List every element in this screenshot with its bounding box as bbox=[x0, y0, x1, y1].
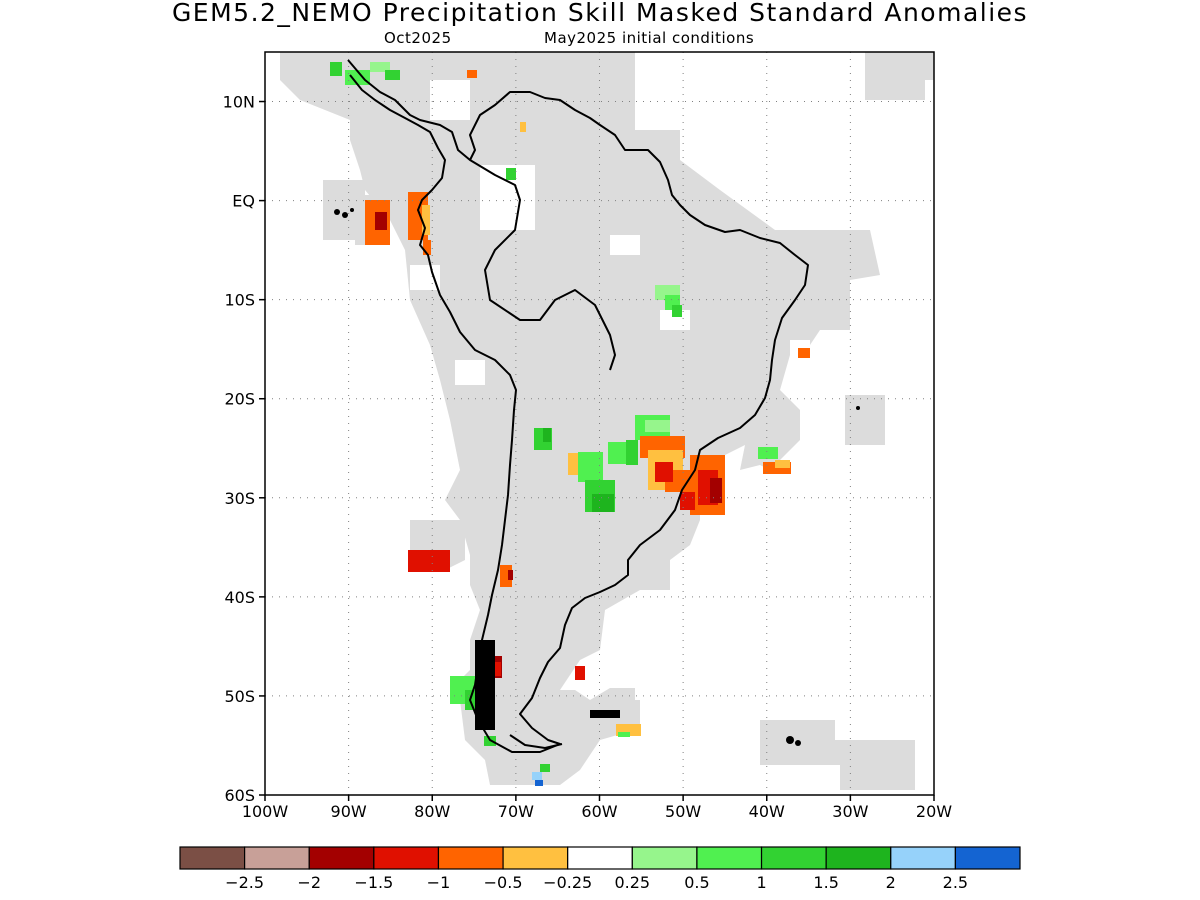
lon-tick-label: 70W bbox=[498, 802, 534, 821]
lon-tick-label: 90W bbox=[331, 802, 367, 821]
lon-tick-label: 80W bbox=[414, 802, 450, 821]
colorbar-label: 1 bbox=[756, 873, 766, 892]
colorbar-label: −1 bbox=[427, 873, 451, 892]
colorbar-label: 0.25 bbox=[614, 873, 650, 892]
colorbar-swatch bbox=[696, 846, 763, 870]
gridlines bbox=[265, 52, 934, 795]
anomaly-cell bbox=[423, 240, 431, 255]
lat-tick-label: 20S bbox=[224, 390, 255, 409]
colorbar-swatch bbox=[373, 846, 440, 870]
anomaly-cell bbox=[618, 732, 630, 737]
colorbar-swatch bbox=[308, 846, 375, 870]
anomaly-cell bbox=[375, 212, 387, 230]
anomaly-cell bbox=[798, 348, 810, 358]
anomaly-cell bbox=[330, 62, 342, 76]
mask-northeast-atlantic bbox=[865, 52, 934, 100]
anomaly-cells bbox=[330, 62, 810, 786]
colorbar-swatch bbox=[825, 846, 892, 870]
mask-south-atlantic-2 bbox=[760, 720, 915, 790]
anomaly-cell bbox=[467, 70, 477, 78]
anomaly-cell bbox=[345, 70, 370, 85]
mask-south-atlantic-1 bbox=[845, 395, 885, 445]
skill-mask-area bbox=[280, 52, 934, 790]
colorbar-label: 2 bbox=[886, 873, 896, 892]
colorbar-swatch bbox=[502, 846, 569, 870]
lat-tick-label: 60S bbox=[224, 786, 255, 805]
anomaly-cell bbox=[672, 305, 682, 317]
tierra-del-fuego bbox=[509, 734, 563, 749]
colorbar-swatch bbox=[890, 846, 956, 870]
lat-tick-label: EQ bbox=[232, 192, 255, 211]
lon-tick-label: 20W bbox=[916, 802, 952, 821]
colorbar-label: −0.25 bbox=[543, 873, 592, 892]
map-title: GEM5.2_NEMO Precipitation Skill Masked S… bbox=[171, 0, 1029, 27]
anomaly-cell bbox=[680, 492, 695, 510]
anomaly-cell bbox=[506, 168, 516, 180]
colorbar-swatch bbox=[179, 846, 246, 870]
colorbar-label: 2.5 bbox=[943, 873, 968, 892]
colorbar-swatch bbox=[567, 846, 633, 870]
anomaly-cell bbox=[540, 764, 550, 772]
country-borders bbox=[469, 159, 616, 371]
colorbar-swatch bbox=[244, 846, 310, 870]
anomaly-cell bbox=[543, 428, 551, 442]
colorbar-label: −0.5 bbox=[484, 873, 523, 892]
colorbar: −2.5 −2 −1.5 −1 −0.5 −0.25 0.25 0.5 1 1.5 2 2.5 bbox=[179, 846, 1021, 892]
forecast-month: Oct2025 bbox=[384, 29, 452, 47]
anomaly-cell bbox=[495, 662, 501, 676]
lat-tick-label: 30S bbox=[224, 489, 255, 508]
colorbar-swatch bbox=[437, 846, 504, 870]
lon-tick-label: 60W bbox=[581, 802, 617, 821]
anomaly-cell bbox=[575, 666, 585, 680]
colorbar-label: 0.5 bbox=[684, 873, 709, 892]
anomaly-cell bbox=[775, 460, 790, 468]
lon-tick-label: 100W bbox=[242, 802, 289, 821]
anomaly-cell bbox=[578, 452, 603, 482]
colorbar-swatch bbox=[631, 846, 698, 870]
anomaly-cell bbox=[758, 447, 778, 459]
mask-mainland bbox=[280, 52, 880, 785]
lat-tick-label: 40S bbox=[224, 588, 255, 607]
colorbar-label: −1.5 bbox=[354, 873, 393, 892]
anomaly-cell bbox=[592, 494, 614, 512]
lat-tick-label: 10N bbox=[223, 93, 255, 112]
anomaly-cell bbox=[412, 560, 442, 570]
colorbar-label: 1.5 bbox=[813, 873, 838, 892]
lat-tick-label: 50S bbox=[224, 687, 255, 706]
lon-tick-label: 50W bbox=[665, 802, 701, 821]
anomaly-cell bbox=[655, 462, 673, 482]
anomaly-cell bbox=[626, 440, 638, 465]
anomaly-cell bbox=[385, 70, 400, 80]
coastlines-and-borders bbox=[347, 59, 809, 753]
colorbar-label: −2 bbox=[297, 873, 321, 892]
anomaly-cell bbox=[645, 420, 670, 432]
lon-tick-label: 40W bbox=[749, 802, 785, 821]
anomaly-cell bbox=[710, 478, 722, 503]
colorbar-label: −2.5 bbox=[225, 873, 264, 892]
lat-tick-label: 10S bbox=[224, 291, 255, 310]
anomaly-cell bbox=[532, 772, 542, 780]
anomaly-cell bbox=[520, 122, 526, 132]
south-america-coastline bbox=[347, 59, 809, 753]
islands bbox=[334, 208, 860, 746]
colorbar-swatch bbox=[954, 846, 1021, 870]
anomaly-cell bbox=[508, 570, 513, 580]
anomaly-cell bbox=[422, 205, 430, 235]
anomaly-cell bbox=[370, 62, 390, 72]
colorbar-swatch bbox=[760, 846, 827, 870]
anomaly-cell bbox=[535, 780, 543, 786]
initial-conditions: May2025 initial conditions bbox=[544, 29, 755, 47]
lon-tick-label: 30W bbox=[832, 802, 868, 821]
